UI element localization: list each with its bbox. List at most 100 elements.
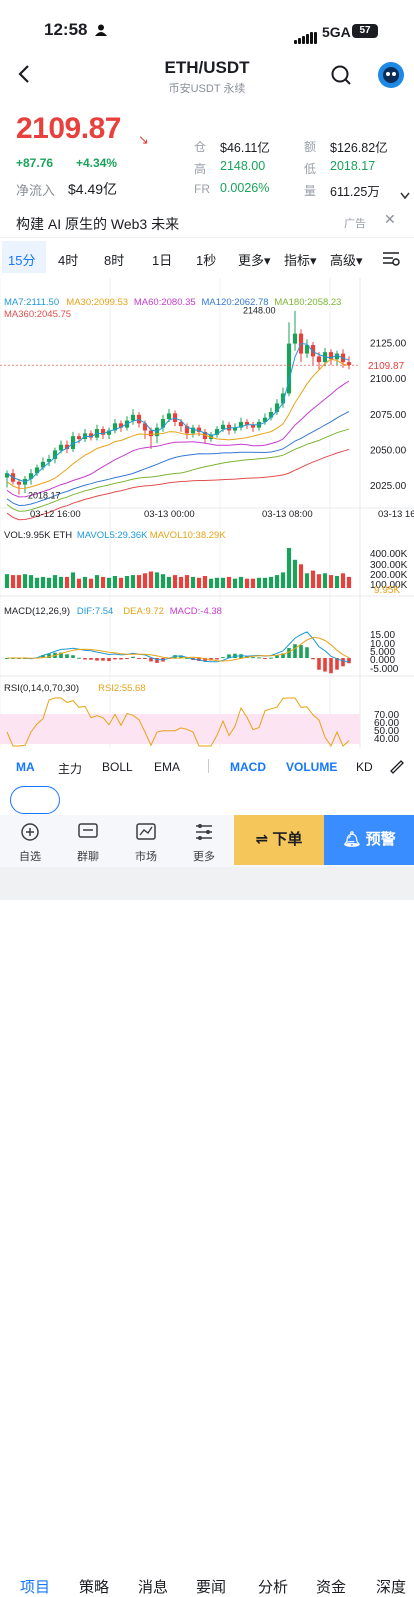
- candle-body: [334, 353, 340, 360]
- indicator-tab[interactable]: 主力: [58, 762, 83, 776]
- signal-icon: [294, 26, 318, 44]
- volume-bar: [10, 575, 16, 588]
- tab-timeframe[interactable]: 15分: [8, 253, 36, 268]
- bottom-nav-item[interactable]: 更多: [193, 851, 215, 863]
- candle-body: [268, 411, 274, 418]
- indicator-tab[interactable]: BOLL: [102, 760, 133, 774]
- macd-legend-item: DIF:7.54: [77, 606, 113, 617]
- subnav-item[interactable]: 消息: [138, 1579, 169, 1596]
- volume-bar: [154, 572, 160, 588]
- indicator-tab[interactable]: MA: [16, 760, 35, 774]
- ad-tag: 广告: [344, 218, 366, 230]
- chat-icon[interactable]: [68, 822, 108, 842]
- ma-line: [6, 358, 350, 489]
- order-button[interactable]: ⇌ 下单: [234, 815, 324, 865]
- bottom-nav-item[interactable]: 市场: [135, 851, 157, 863]
- indicator-tab[interactable]: EMA: [154, 760, 181, 774]
- current-price-tag: [362, 358, 412, 373]
- macd-bar: [149, 658, 153, 662]
- price-tick: 2100.00: [370, 374, 407, 385]
- volume-bar: [184, 575, 190, 588]
- tab-timeframe[interactable]: 1日: [152, 253, 173, 268]
- macd-bar: [263, 658, 267, 659]
- macd-tick: 0.000: [370, 655, 395, 666]
- close-icon[interactable]: ✕: [384, 211, 396, 227]
- candle-body: [196, 427, 202, 432]
- stat-label: 低: [304, 162, 317, 176]
- indicator-tab[interactable]: MACD: [230, 760, 266, 774]
- macd-bar: [143, 658, 147, 659]
- vol-tick: 400.00K: [370, 549, 408, 560]
- tab-timeframe[interactable]: 1秒: [196, 253, 217, 268]
- candle-body: [112, 423, 118, 431]
- vol-current: 9.95K: [374, 585, 400, 596]
- chart-settings-icon[interactable]: [382, 250, 400, 266]
- stat-value: 2018.17: [330, 159, 376, 173]
- volume-bar: [226, 576, 232, 588]
- subnav-item[interactable]: 项目: [20, 1579, 51, 1596]
- volume-bar: [112, 576, 118, 588]
- volume-bar: [178, 576, 184, 588]
- macd-bar: [47, 653, 51, 658]
- ad-text[interactable]: 构建 AI 原生的 Web3 未来: [16, 216, 180, 232]
- tab-timeframe[interactable]: 8时: [104, 253, 125, 268]
- pair-title[interactable]: ETH/USDT: [164, 58, 250, 77]
- subnav-item[interactable]: 资金: [316, 1579, 347, 1596]
- rsi-legend-item: RSI(0,14,0,70,30): [4, 683, 79, 694]
- status-time: 12:58: [44, 20, 88, 39]
- macd-bar: [131, 656, 135, 658]
- ma-legend-item: MA180:2058.23: [274, 297, 341, 308]
- bottom-nav-item[interactable]: 自选: [19, 851, 41, 863]
- expand-stats-icon[interactable]: [400, 192, 410, 200]
- tab-timeframe[interactable]: 更多▾: [238, 253, 271, 268]
- stat-value: $126.82亿: [330, 141, 388, 155]
- macd-bar: [5, 658, 9, 659]
- stat-value: $46.11亿: [220, 141, 270, 155]
- macd-bar: [155, 658, 159, 663]
- bottom-nav-item[interactable]: 群聊: [77, 851, 99, 863]
- tab-timeframe[interactable]: 4时: [58, 253, 79, 268]
- candlestick-chart[interactable]: MA7:2111.50 MA30:2099.53 MA60:2080.35 MA120…: [0, 278, 414, 748]
- volume-bar: [130, 575, 136, 588]
- subnav-item[interactable]: 要闻: [196, 1579, 227, 1596]
- volume-bar: [160, 574, 166, 588]
- volume-bar: [100, 576, 106, 588]
- subnav-item[interactable]: 策略: [79, 1579, 110, 1596]
- avatar[interactable]: [378, 62, 404, 88]
- volume-bar: [196, 577, 202, 588]
- add-watchlist-icon[interactable]: [10, 822, 50, 842]
- macd-bar: [317, 658, 321, 670]
- volume-bar: [70, 572, 76, 588]
- tab-timeframe[interactable]: 高级▾: [330, 253, 363, 268]
- price-tick: 2050.00: [370, 445, 407, 456]
- macd-bar: [107, 658, 111, 662]
- ma-line: [6, 449, 350, 521]
- macd-bar: [77, 657, 81, 659]
- subnav-item[interactable]: 分析: [258, 1579, 289, 1596]
- indicator-tab[interactable]: KD: [356, 760, 373, 774]
- subnav-item[interactable]: 深度: [376, 1579, 407, 1596]
- stat-label: 量: [304, 184, 317, 198]
- ma-line: [6, 343, 350, 483]
- search-icon[interactable]: [330, 64, 352, 86]
- macd-tick: -5.000: [370, 664, 399, 675]
- rsi-legend-item: RSI2:55.68: [98, 683, 146, 694]
- candle-body: [28, 473, 34, 479]
- candle-body: [262, 417, 268, 422]
- person-icon: [95, 24, 107, 36]
- draw-tool-icon[interactable]: [388, 758, 404, 774]
- volume-bar: [346, 576, 352, 588]
- vol-legend-item: MAVOL10:38.29K: [150, 530, 227, 541]
- candle-body: [64, 444, 70, 449]
- market-icon[interactable]: [126, 822, 166, 842]
- tab-timeframe[interactable]: 指标▾: [284, 253, 317, 268]
- macd-bar: [275, 655, 279, 658]
- macd-bar: [125, 658, 129, 659]
- alert-button[interactable]: 🔔︎ 预警: [324, 815, 414, 865]
- macd-bar: [305, 647, 309, 658]
- indicator-tab[interactable]: VOLUME: [286, 760, 338, 774]
- more-icon[interactable]: [184, 822, 224, 842]
- volume-bar: [118, 577, 124, 588]
- back-icon[interactable]: [14, 63, 36, 85]
- candle-body: [178, 421, 184, 427]
